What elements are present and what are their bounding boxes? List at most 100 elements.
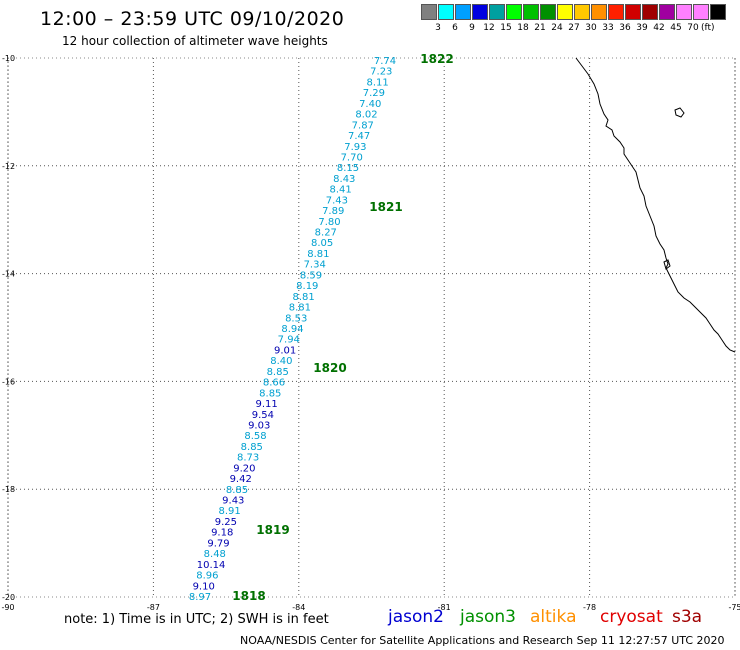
swh-value: 10.14 [197,560,226,571]
swh-value: 9.18 [211,528,233,539]
coastline-path [575,57,736,353]
map-title: 12:00 – 23:59 UTC 09/10/2020 [40,8,345,30]
satellite-label-altika: altika [530,607,577,627]
swh-value: 8.81 [292,292,314,303]
swh-value: 8.53 [285,313,307,324]
legend-swatch [472,4,488,20]
swh-value: 8.41 [329,185,351,196]
swh-value: 7.93 [344,142,366,153]
island [663,259,671,270]
swh-value: 7.74 [374,56,396,67]
swh-value: 8.15 [337,163,359,174]
swh-value: 8.96 [196,571,218,582]
map-border [7,57,736,598]
map-credit: NOAA/NESDIS Center for Satellite Applica… [240,634,725,647]
swh-value: 8.40 [270,356,292,367]
swh-value: 8.43 [333,174,355,185]
legend-swatch [693,4,709,20]
swh-value: 8.48 [204,549,226,560]
swh-value: 9.25 [215,517,237,528]
swh-value: 7.80 [318,217,340,228]
legend-label: 70 [687,23,699,33]
swh-value: 9.43 [222,496,244,507]
x-tick-label: -90 [1,603,14,612]
swh-value: 8.85 [241,442,263,453]
y-tick-label: -14 [2,270,15,279]
y-tick-label: -12 [2,162,15,171]
satellite-label-s3a: s3a [672,607,703,627]
swh-value: 8.85 [267,367,289,378]
legend-swatch [710,4,726,20]
swh-value: 8.19 [296,281,318,292]
time-label: 1819 [256,523,289,537]
legend-swatch [608,4,624,20]
swh-value: 8.58 [244,431,266,442]
legend-swatch [591,4,607,20]
legend-swatch [540,4,556,20]
map-grid [7,57,736,598]
x-tick-label: -78 [583,603,596,612]
satellite-label-jason3: jason3 [460,607,516,627]
swh-value: 7.34 [304,260,326,271]
x-tick-label: -84 [292,603,305,612]
legend-label: 27 [568,23,580,33]
swh-value: 9.03 [248,420,270,431]
legend-swatch [506,4,522,20]
swh-value: 9.01 [274,345,296,356]
swh-value: 8.73 [237,453,259,464]
legend-label: 6 [452,23,458,33]
swh-value: 9.20 [233,463,255,474]
y-tick-label: -18 [2,485,15,494]
y-tick-label: -20 [2,593,15,602]
swh-value: 8.59 [300,270,322,281]
legend-swatch [455,4,471,20]
swh-value: 8.85 [226,485,248,496]
legend-label: 24 [551,23,563,33]
legend-swatch [574,4,590,20]
swh-value: 9.79 [207,538,229,549]
time-label: 1818 [232,589,265,603]
swh-value: 7.43 [326,195,348,206]
swh-value: 9.42 [230,474,252,485]
time-label: 1822 [420,52,453,66]
legend-unit: (ft) [701,23,715,33]
swh-value: 7.94 [278,335,300,346]
map-frame [7,57,736,598]
legend-label: 9 [469,23,475,33]
swh-value: 8.97 [189,592,211,603]
swh-value: 8.27 [315,228,337,239]
map-note: note: 1) Time is in UTC; 2) SWH is in fe… [64,612,329,627]
swh-value: 9.54 [252,410,274,421]
y-tick-label: -10 [2,54,15,63]
swh-value: 8.81 [307,249,329,260]
swh-value: 8.66 [263,378,285,389]
swh-value: 8.91 [218,506,240,517]
swh-value: 7.40 [359,99,381,110]
axis-ticks: -90 -87 -84 -81 -78 -75 -10 -12 -14 -16 -18 -20 [1,54,740,612]
legend-label: 12 [483,23,495,33]
swh-value: 7.87 [352,120,374,131]
legend-swatch [642,4,658,20]
y-tick-label: -16 [2,377,15,386]
legend-label: 15 [500,23,512,33]
legend-swatch [625,4,641,20]
legend-label: 21 [534,23,546,33]
legend-swatch [557,4,573,20]
time-label: 1820 [313,361,346,375]
legend-label: 42 [653,23,665,33]
altimeter-track: 7.747.238.117.297.408.027.877.477.937.70… [189,52,454,603]
legend-swatch [659,4,675,20]
satellite-label-cryosat: cryosat [600,607,663,627]
island [674,107,685,118]
swh-value: 8.11 [366,77,388,88]
swh-value: 7.47 [348,131,370,142]
swh-value: 9.11 [255,399,277,410]
swh-value: 8.81 [289,303,311,314]
x-tick-label: -81 [438,603,451,612]
swh-value: 7.29 [363,88,385,99]
time-label: 1821 [369,200,402,214]
legend-label: 45 [670,23,682,33]
swh-value: 8.02 [355,110,377,121]
swh-value: 7.89 [322,206,344,217]
